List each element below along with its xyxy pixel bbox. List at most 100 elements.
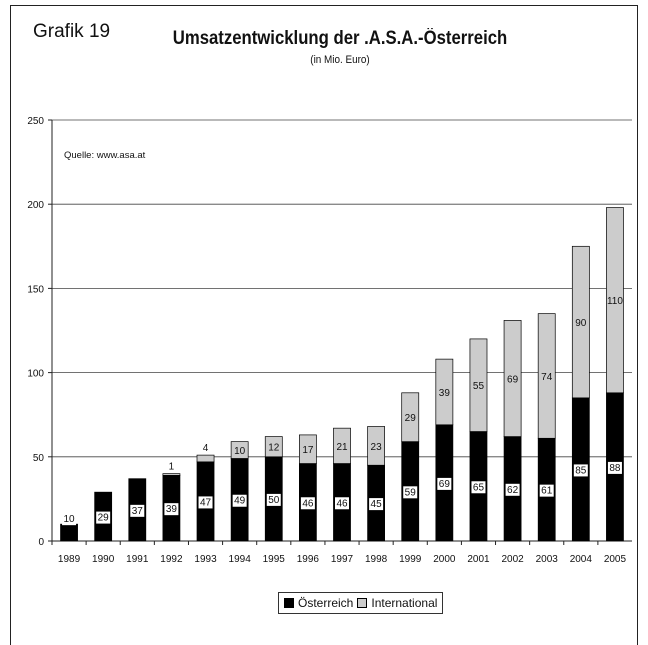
- bar-international: [401, 392, 420, 442]
- x-tick-label: 1997: [331, 554, 354, 565]
- x-tick-label: 1998: [365, 554, 388, 565]
- y-tick-label: 150: [27, 284, 44, 295]
- data-label: 29: [98, 513, 110, 524]
- figure-label: Grafik 19: [33, 21, 111, 42]
- data-label-bg: [437, 477, 452, 490]
- bar-international: [571, 245, 590, 399]
- data-label: 59: [405, 487, 417, 498]
- bar-international: [162, 473, 181, 476]
- source-note: Quelle: www.asa.at: [64, 150, 146, 161]
- data-label: 69: [507, 374, 519, 385]
- x-tick-label: 2000: [433, 554, 456, 565]
- x-tick-label: 1995: [263, 554, 286, 565]
- data-label: 65: [473, 482, 485, 493]
- chart-title: Umsatzentwicklung der .A.S.A.-Österreich: [172, 28, 508, 49]
- data-label: 4: [203, 443, 209, 454]
- data-label: 45: [371, 499, 383, 510]
- data-label-bg: [96, 511, 111, 524]
- x-tick-label: 1992: [160, 554, 183, 565]
- y-tick-label: 250: [27, 116, 44, 127]
- data-label-bg: [164, 503, 179, 516]
- data-label: 10: [234, 446, 246, 457]
- bar-international: [333, 427, 351, 464]
- data-label-bg: [403, 486, 418, 499]
- y-tick-label: 100: [27, 369, 44, 380]
- bar-international: [503, 320, 522, 437]
- data-label: 47: [200, 497, 212, 508]
- bar-international: [230, 441, 249, 459]
- x-tick-label: 2004: [570, 554, 593, 565]
- bar-international: [264, 436, 283, 458]
- data-label-bg: [505, 483, 520, 496]
- x-tick-label: 1991: [126, 554, 149, 565]
- data-label: 55: [473, 381, 485, 392]
- data-label: 39: [166, 504, 178, 515]
- figure-frame: [10, 5, 638, 645]
- data-label-bg: [266, 493, 281, 506]
- data-label: 29: [405, 413, 417, 424]
- legend: Österreich International: [278, 592, 444, 614]
- x-tick-label: 1993: [194, 554, 217, 565]
- x-tick-label: 2005: [604, 554, 627, 565]
- y-tick-label: 50: [33, 453, 45, 464]
- x-tick-label: 2002: [501, 554, 524, 565]
- bar-international: [537, 313, 556, 439]
- legend-swatch-oesterreich: [284, 598, 294, 608]
- bar-international: [196, 454, 215, 463]
- legend-swatch-international: [357, 598, 368, 608]
- data-label: 85: [575, 465, 587, 476]
- data-label: 1: [169, 462, 175, 473]
- data-label-bg: [62, 513, 77, 526]
- y-tick-label: 200: [27, 200, 44, 211]
- data-label-bg: [335, 497, 349, 510]
- y-tick-label: 0: [38, 537, 44, 548]
- data-label: 74: [541, 372, 553, 383]
- bar-oesterreich: [60, 523, 78, 542]
- data-label-bg: [539, 484, 554, 497]
- data-label: 46: [336, 498, 348, 509]
- x-tick-label: 1994: [229, 554, 252, 565]
- data-label: 46: [302, 498, 314, 509]
- data-label: 21: [336, 442, 348, 453]
- bars: [60, 207, 624, 542]
- x-tick-label: 2003: [536, 554, 559, 565]
- data-label: 69: [439, 479, 451, 490]
- legend-label-oesterreich: Österreich: [298, 596, 354, 610]
- bar-international: [299, 434, 317, 464]
- data-label: 61: [541, 486, 553, 497]
- data-label: 110: [607, 296, 623, 307]
- bar-international: [469, 338, 488, 432]
- x-tick-label: 1996: [297, 554, 320, 565]
- bar-international: [367, 426, 385, 466]
- x-tick-label: 2001: [467, 554, 490, 565]
- data-label-bg: [573, 464, 588, 477]
- data-label: 50: [268, 495, 280, 506]
- data-label: 12: [268, 443, 280, 454]
- data-label: 49: [234, 496, 246, 507]
- data-label: 90: [575, 318, 587, 329]
- data-label-bg: [300, 497, 315, 510]
- legend-label-international: International: [371, 596, 438, 610]
- data-label: 39: [439, 388, 451, 399]
- data-label: 88: [609, 463, 621, 474]
- bar-international: [606, 207, 624, 394]
- data-label-bg: [471, 481, 486, 494]
- data-label: 62: [507, 485, 519, 496]
- data-label: 17: [302, 445, 314, 456]
- x-tick-label: 1999: [399, 554, 422, 565]
- data-label-bg: [607, 461, 622, 474]
- chart-subtitle: (in Mio. Euro): [310, 54, 370, 66]
- data-label: 23: [371, 442, 383, 453]
- data-label-bg: [130, 504, 145, 517]
- data-label: 10: [63, 514, 75, 525]
- data-label-bg: [369, 498, 384, 511]
- data-label-bg: [198, 496, 213, 509]
- x-tick-label: 1989: [58, 554, 81, 565]
- data-label-bg: [232, 494, 247, 507]
- bar-international: [435, 358, 454, 426]
- x-tick-label: 1990: [92, 554, 115, 565]
- data-label: 37: [132, 506, 144, 517]
